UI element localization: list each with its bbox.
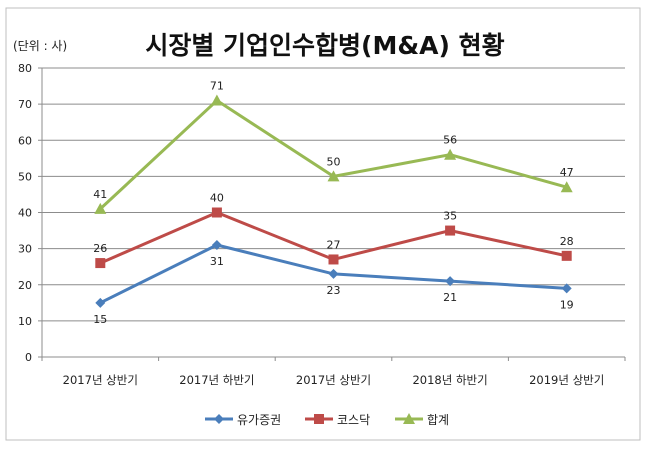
data-label: 41 [93,188,107,201]
chart-title: 시장별 기업인수합병(M&A) 현황 [145,31,504,60]
data-label: 19 [560,298,574,311]
data-label: 26 [93,242,107,255]
data-point [95,258,106,269]
y-tick-label: 70 [18,98,32,111]
data-label: 56 [443,134,457,147]
series-3: 41 71 50 56 47 [93,80,574,214]
data-label: 21 [443,291,457,304]
data-point [211,240,222,251]
data-point [328,254,339,265]
x-tick-label: 2017년 하반기 [179,373,254,387]
data-point [561,283,572,294]
data-point [210,94,223,106]
data-label: 15 [93,313,107,326]
y-tick-label: 0 [25,351,32,364]
y-tick-label: 60 [18,134,32,147]
y-tick-label: 10 [18,315,32,328]
data-label: 28 [560,235,574,248]
x-tick-label: 2017년 상반기 [63,373,138,387]
y-tick-label: 30 [18,243,32,256]
data-point [94,202,107,214]
y-tick-label: 40 [18,207,32,220]
x-tick-label: 2018년 하반기 [412,373,487,387]
data-label: 23 [327,284,341,297]
data-point [445,276,456,287]
legend-marker [403,413,415,424]
data-label: 71 [210,80,224,93]
legend-label: 유가증권 [237,413,281,427]
data-point [561,250,572,261]
series-2: 26 40 27 35 28 [93,192,574,269]
data-point [328,268,339,279]
legend-item: 유가증권 [205,413,281,427]
legend-item: 합계 [395,413,449,427]
legend-label: 코스닥 [337,413,370,427]
data-label: 47 [560,166,574,179]
data-label: 40 [210,192,224,205]
data-label: 31 [210,255,224,268]
data-label: 35 [443,210,457,223]
data-point [95,297,106,308]
legend-marker [314,414,324,424]
x-tick-label: 2019년 상반기 [529,373,604,387]
data-label: 27 [327,238,341,251]
x-tick-label: 2017년 상반기 [296,373,371,387]
y-tick-label: 80 [18,62,32,75]
chart-border [5,7,641,441]
data-point [560,181,573,193]
y-tick-label: 20 [18,279,32,292]
series-1: 15 31 23 21 19 [93,240,574,326]
data-point [444,148,457,160]
data-label: 50 [327,155,341,168]
legend-label: 합계 [427,413,449,427]
unit-label: (단위 : 사) [13,39,67,53]
legend-item: 코스닥 [305,413,370,427]
data-point [445,225,456,236]
data-point [327,170,340,182]
data-point [211,207,222,218]
legend-marker [214,414,224,424]
y-tick-label: 50 [18,170,32,183]
